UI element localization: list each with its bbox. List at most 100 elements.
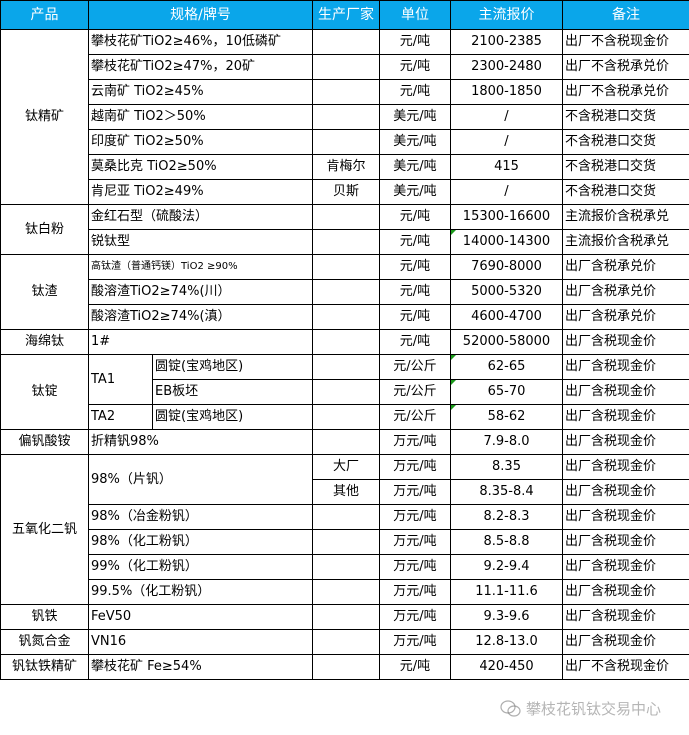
- spec-cell: 攀枝花矿 Fe≥54%: [88, 654, 313, 680]
- maker-cell: [312, 129, 380, 155]
- spec-cell: 折精钒98%: [88, 429, 313, 455]
- table-row: 钛白粉 金红石型（硫酸法） 元/吨 15300-16600 主流报价含税承兑: [0, 204, 689, 255]
- note-cell: 出厂含税现金价: [562, 554, 689, 580]
- price-cell: /: [450, 129, 563, 155]
- note-cell: 出厂含税现金价: [562, 454, 689, 480]
- price-cell: 9.2-9.4: [450, 554, 563, 580]
- header-product: 产品: [0, 0, 89, 30]
- price-cell: 8.2-8.3: [450, 504, 563, 530]
- spec-cell: 99%（化工粉钒）: [88, 554, 313, 580]
- note-cell: 出厂不含税承兑价: [562, 54, 689, 80]
- spec-cell: 酸溶渣TiO2≥74%(滇）: [88, 304, 313, 330]
- table-row: 攀枝花矿TiO2≥47%，20矿 元/吨 2300-2480 出厂不含税承兑价: [1, 54, 689, 80]
- maker-cell: [312, 429, 380, 455]
- price-cell: 2300-2480: [450, 54, 563, 80]
- price-cell: /: [450, 179, 563, 205]
- note-cell: 不含税港口交货: [562, 179, 689, 205]
- unit-cell: 元/吨: [379, 204, 451, 230]
- table-body: 钛精矿 攀枝花矿TiO2≥46%，10低磷矿 元/吨 2100-2385 出厂不含税现金…: [0, 29, 689, 680]
- note-cell: 出厂含税现金价: [562, 604, 689, 630]
- watermark: 攀枝花钒钛交易中心: [500, 698, 661, 719]
- unit-cell: 美元/吨: [379, 129, 451, 155]
- table-row: 98%（冶金粉钒） 万元/吨 8.2-8.3 出厂含税现金价: [1, 504, 689, 530]
- note-cell: 出厂含税现金价: [562, 429, 689, 455]
- price-cell: 14000-14300: [450, 229, 563, 255]
- unit-cell: 万元/吨: [379, 579, 451, 605]
- spec-cell: TA1: [88, 354, 153, 405]
- note-cell: 出厂含税承兑价: [562, 304, 689, 330]
- product-cell: 钒钛铁精矿: [0, 654, 89, 680]
- maker-cell: [312, 529, 380, 555]
- header-row: 产品 规格/牌号 生产厂家 单位 主流报价 备注: [0, 0, 689, 30]
- price-cell: 11.1-11.6: [450, 579, 563, 605]
- product-cell: 钛精矿: [0, 29, 89, 205]
- product-cell: 海绵钛: [0, 329, 89, 355]
- table-row: 99.5%（化工粉钒） 万元/吨 11.1-11.6 出厂含税现金价: [1, 579, 689, 605]
- table-row: 酸溶渣TiO2≥74%(川） 元/吨 5000-5320 出厂含税承兑价: [1, 279, 689, 305]
- note-cell: 主流报价含税承兑: [562, 229, 689, 255]
- price-cell: 62-65: [450, 354, 563, 380]
- maker-cell: [312, 404, 380, 430]
- spec-cell: 攀枝花矿TiO2≥46%，10低磷矿: [88, 29, 313, 55]
- maker-cell: [312, 554, 380, 580]
- unit-cell: 万元/吨: [379, 429, 451, 455]
- price-cell: 2100-2385: [450, 29, 563, 55]
- unit-cell: 万元/吨: [379, 504, 451, 530]
- table-row: TA2 圆锭(宝鸡地区) 元/公斤 58-62 出厂含税现金价: [1, 404, 689, 430]
- note-cell: 出厂含税现金价: [562, 404, 689, 430]
- spec-cell: 莫桑比克 TiO2≥50%: [88, 154, 313, 180]
- maker-cell: [312, 304, 380, 330]
- maker-cell: [312, 379, 380, 405]
- maker-cell: 肯梅尔: [312, 154, 380, 180]
- price-cell: 58-62: [450, 404, 563, 430]
- header-price: 主流报价: [450, 0, 563, 30]
- unit-cell: 元/吨: [379, 229, 451, 255]
- price-cell: 7.9-8.0: [450, 429, 563, 455]
- note-cell: 出厂含税现金价: [562, 629, 689, 655]
- price-cell: 8.5-8.8: [450, 529, 563, 555]
- unit-cell: 美元/吨: [379, 179, 451, 205]
- note-cell: 不含税港口交货: [562, 104, 689, 130]
- note-cell: 出厂含税现金价: [562, 579, 689, 605]
- spec-cell: FeV50: [88, 604, 313, 630]
- spec-cell: VN16: [88, 629, 313, 655]
- note-cell: 出厂含税现金价: [562, 379, 689, 405]
- maker-cell: [312, 329, 380, 355]
- unit-cell: 万元/吨: [379, 554, 451, 580]
- price-cell: 7690-8000: [450, 254, 563, 280]
- unit-cell: 美元/吨: [379, 104, 451, 130]
- unit-cell: 元/公斤: [379, 404, 451, 430]
- table-row: 钒钛铁精矿 攀枝花矿 Fe≥54% 元/吨 420-450 出厂不含税现金价: [0, 654, 689, 680]
- price-cell: 65-70: [450, 379, 563, 405]
- table-row: 钒铁 FeV50 万元/吨 9.3-9.6 出厂含税现金价: [0, 604, 689, 630]
- unit-cell: 万元/吨: [379, 604, 451, 630]
- spec-cell: 印度矿 TiO2≥50%: [88, 129, 313, 155]
- note-cell: 主流报价含税承兑: [562, 204, 689, 230]
- header-note: 备注: [562, 0, 689, 30]
- maker-cell: [312, 29, 380, 55]
- spec-cell: 云南矿 TiO2≥45%: [88, 79, 313, 105]
- note-cell: 不含税港口交货: [562, 129, 689, 155]
- table-row: 钛锭 TA1 圆锭(宝鸡地区) 元/公斤 62-65 出厂含税现金价: [0, 354, 689, 430]
- maker-cell: [312, 279, 380, 305]
- maker-cell: [312, 629, 380, 655]
- spec-cell: 锐钛型: [88, 229, 313, 255]
- table-row: 钛精矿 攀枝花矿TiO2≥46%，10低磷矿 元/吨 2100-2385 出厂不含税现金…: [0, 29, 689, 205]
- spec-cell: 1#: [88, 329, 313, 355]
- spec-cell: 98%（冶金粉钒）: [88, 504, 313, 530]
- wechat-icon: [500, 699, 521, 717]
- price-cell: 1800-1850: [450, 79, 563, 105]
- maker-cell: [312, 654, 380, 680]
- unit-cell: 元/吨: [379, 654, 451, 680]
- price-cell: /: [450, 104, 563, 130]
- spec-cell: TA2: [88, 404, 153, 430]
- sub-spec-cell: EB板坯: [152, 379, 313, 405]
- maker-cell: 贝斯: [312, 179, 380, 205]
- unit-cell: 元/吨: [379, 54, 451, 80]
- product-cell: 钛锭: [0, 354, 89, 430]
- product-cell: 钒铁: [0, 604, 89, 630]
- price-table: 产品 规格/牌号 生产厂家 单位 主流报价 备注 钛精矿 攀枝花矿TiO2≥46%…: [0, 0, 689, 680]
- unit-cell: 美元/吨: [379, 154, 451, 180]
- table-row: 98%（化工粉钒） 万元/吨 8.5-8.8 出厂含税现金价: [1, 529, 689, 555]
- unit-cell: 万元/吨: [379, 629, 451, 655]
